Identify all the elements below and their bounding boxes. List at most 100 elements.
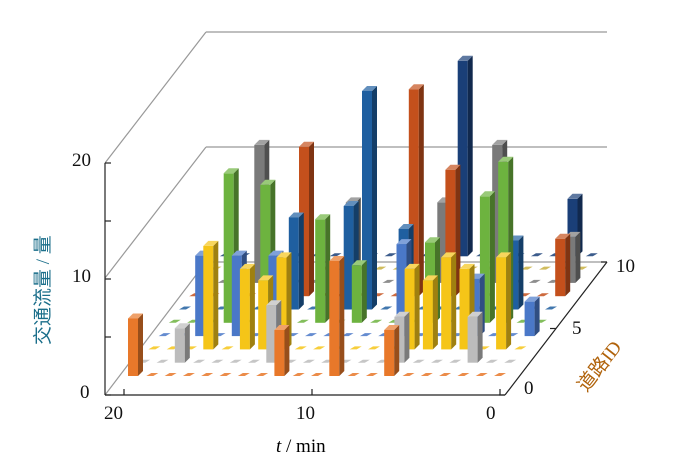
bar-front-face: [268, 255, 279, 337]
bar-front-face: [254, 144, 265, 283]
bar-front-face: [351, 265, 362, 323]
floor-tile: [168, 319, 181, 323]
bar-top-face: [266, 300, 282, 306]
bar-front-face: [274, 330, 285, 376]
bar-front-face: [195, 255, 206, 337]
bar-front-face: [260, 184, 271, 323]
bar-side-face: [418, 84, 424, 297]
floor-tile: [292, 373, 305, 376]
bar-front-face: [467, 316, 478, 363]
bar-top-face: [457, 55, 473, 61]
bar-side-face: [534, 296, 540, 337]
floor-tile: [528, 279, 541, 283]
bar-top-face: [384, 325, 400, 330]
bar-front-face: [445, 169, 456, 297]
bar-top-face: [492, 139, 508, 145]
bar-front-face: [258, 280, 269, 350]
bar-top-face: [396, 239, 412, 245]
bar-top-face: [239, 263, 255, 269]
bar-top-face: [203, 240, 219, 246]
floor-tile: [585, 253, 598, 257]
floor-tile: [382, 279, 395, 283]
bar-front-face: [362, 91, 372, 310]
floor-tile: [211, 359, 224, 363]
bar-front-face: [266, 305, 277, 363]
bar-front-face: [239, 268, 250, 350]
bar-top-face: [128, 313, 143, 319]
bar-side-face: [394, 325, 400, 376]
bar-top-face: [362, 86, 377, 91]
x-axis-label-unit: / min: [281, 436, 326, 457]
bar-top-face: [408, 84, 424, 90]
floor-tile: [431, 359, 443, 363]
bar-side-face: [249, 263, 255, 350]
bar-side-face: [298, 212, 304, 310]
floor-tile: [368, 346, 380, 350]
bar-front-face: [437, 202, 448, 283]
x-tick-label: 10: [296, 403, 315, 424]
floor-tile: [485, 359, 498, 363]
bar-front-face: [223, 173, 234, 323]
floor-tile: [179, 306, 191, 310]
x-axis-label: t / min: [276, 436, 326, 458]
bar-front-face: [404, 268, 415, 350]
floor-tile: [193, 359, 206, 363]
x-tick-label: 20: [104, 403, 123, 424]
bar-side-face: [213, 240, 219, 350]
bar-side-face: [325, 214, 331, 323]
floor-tile: [402, 373, 415, 376]
floor-tile: [380, 306, 393, 310]
z-tick-label: 5: [572, 318, 582, 339]
floor-tile: [256, 373, 269, 376]
bar-top-face: [231, 250, 247, 256]
bar-top-face: [258, 275, 274, 281]
bar-top-face: [445, 164, 461, 170]
bar-side-face: [565, 233, 571, 297]
bar-top-face: [274, 325, 290, 330]
bar-top-face: [467, 311, 483, 317]
bar-top-face: [260, 179, 276, 185]
bar-front-face: [203, 245, 214, 350]
floor-tile: [341, 333, 354, 337]
floor-tile: [201, 373, 214, 376]
bar-top-face: [425, 237, 440, 243]
bar-front-face: [469, 278, 480, 337]
bar-top-face: [567, 193, 583, 199]
bar-top-face: [422, 275, 438, 281]
bar-top-face: [315, 214, 331, 220]
floor-tile: [504, 359, 517, 363]
bar-top-face: [394, 311, 410, 317]
bar-top-face: [404, 263, 420, 269]
bar-side-face: [489, 191, 495, 323]
bar-front-face: [459, 268, 470, 350]
bar-front-face: [231, 255, 242, 337]
bar-side-face: [467, 55, 473, 257]
floor-tile: [545, 306, 557, 310]
x-axis-label-var: t: [276, 436, 282, 457]
floor-tile: [439, 373, 452, 376]
side-wall-gridline: [104, 146, 207, 279]
bar-side-face: [575, 231, 581, 283]
bar-front-face: [479, 196, 490, 323]
floor-tile: [494, 373, 506, 376]
y-tick-label: 10: [72, 266, 91, 287]
bar-front-face: [498, 161, 509, 323]
bar-front-face: [441, 257, 452, 350]
y-tick-label: 0: [80, 382, 90, 403]
floor-tile: [329, 253, 342, 257]
floor-tile: [156, 359, 169, 363]
bar-top-face: [351, 260, 367, 266]
floor-tile: [305, 333, 317, 337]
bar-front-face: [299, 146, 309, 297]
bar-side-face: [138, 313, 143, 376]
bar-side-face: [184, 323, 190, 363]
bar-front-face: [567, 198, 578, 257]
bar-top-face: [479, 191, 495, 197]
bar-side-face: [372, 86, 377, 310]
floor-tile: [347, 373, 360, 376]
bar-front-face: [276, 257, 287, 350]
floor-tile: [221, 346, 234, 350]
bar-top-face: [223, 168, 239, 174]
bar-side-face: [339, 256, 345, 376]
bar-front-face: [422, 280, 433, 350]
